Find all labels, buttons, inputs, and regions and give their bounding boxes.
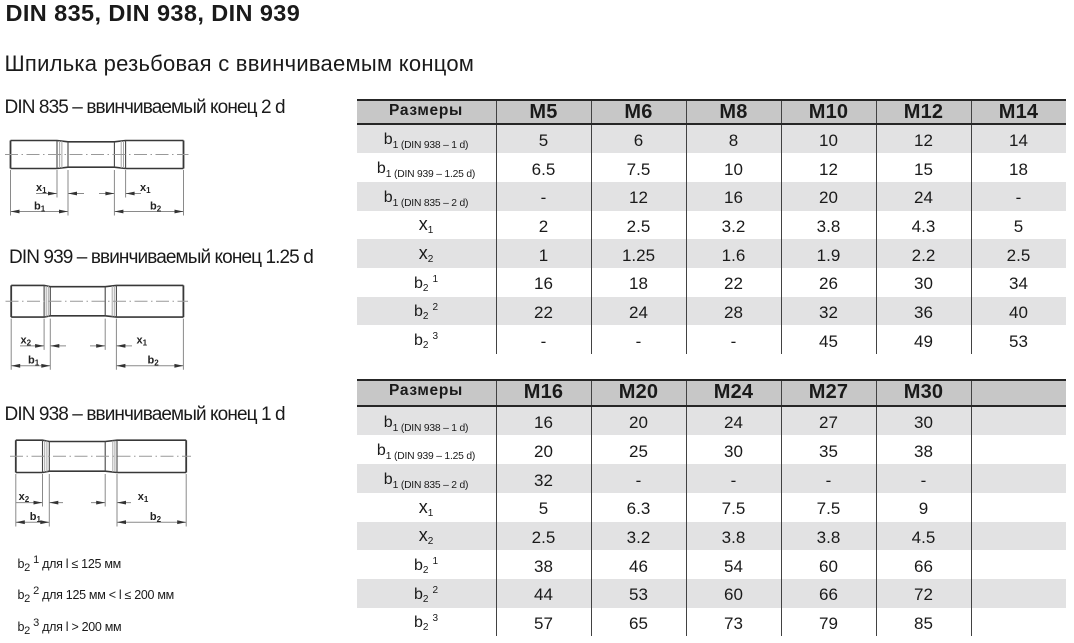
svg-text:b1: b1 [28, 355, 40, 368]
svg-text:x2: x2 [19, 491, 30, 504]
svg-text:x1: x1 [138, 491, 149, 504]
svg-text:b2: b2 [150, 511, 162, 524]
svg-text:b1: b1 [30, 511, 42, 524]
svg-text:b2: b2 [148, 355, 160, 368]
svg-text:x1: x1 [36, 182, 47, 195]
svg-text:x1: x1 [140, 182, 151, 195]
svg-text:x1: x1 [137, 335, 148, 348]
svg-text:x2: x2 [21, 335, 32, 348]
svg-text:b2: b2 [150, 201, 162, 214]
svg-text:b1: b1 [34, 201, 46, 214]
